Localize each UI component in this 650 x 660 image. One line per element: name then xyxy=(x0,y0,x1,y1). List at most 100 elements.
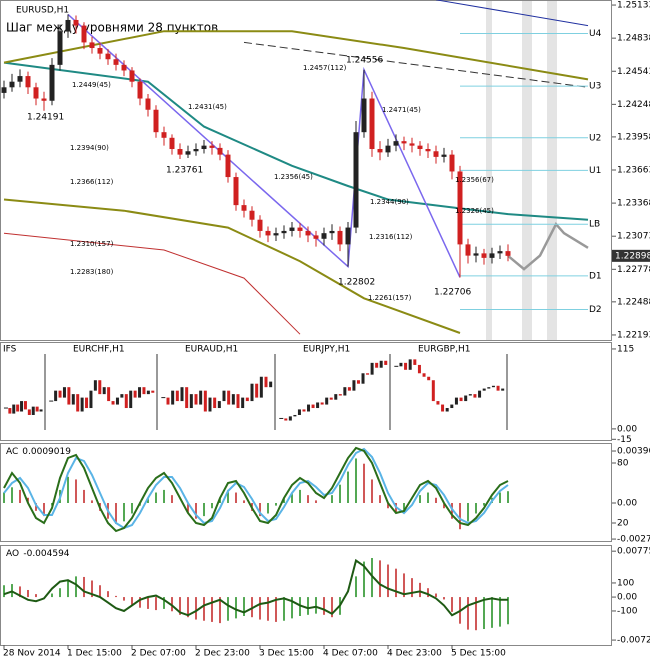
fibo-label: 1.2261(157) xyxy=(368,294,412,302)
current-price: 1.22898 xyxy=(615,251,650,261)
x-tick-label: 5 Dec 15:00 xyxy=(451,649,506,659)
mini-candle xyxy=(227,390,231,405)
mini-candle xyxy=(208,397,212,412)
x-tick-label: 4 Dec 23:00 xyxy=(387,649,442,659)
candle-body xyxy=(393,141,399,146)
candle-body xyxy=(113,59,119,65)
extremum-label: 1.22802 xyxy=(338,278,375,288)
candle-body xyxy=(505,251,511,256)
indicator-name: AO xyxy=(6,549,19,559)
mini-candle xyxy=(329,397,333,400)
candle-body xyxy=(497,251,503,254)
chart-title: EURUSD,H1 xyxy=(16,6,69,16)
candle-body xyxy=(97,48,103,54)
mini-candle xyxy=(217,401,221,409)
mini-candle xyxy=(250,383,254,402)
level-label: D2 xyxy=(589,305,602,315)
mini-candle xyxy=(124,394,128,409)
candle-body xyxy=(409,143,415,146)
candle-body xyxy=(193,149,199,152)
candle-body xyxy=(145,98,151,110)
indicator-line xyxy=(3,61,589,221)
y-tick-label: 1.24543 xyxy=(617,67,650,77)
x-tick-label: 1 Dec 15:00 xyxy=(67,649,122,659)
indicator-line xyxy=(435,0,589,27)
fibo-label: 1.2344(90) xyxy=(370,198,409,206)
chart-subtitle: Шаг между уровнями 28 пунктов xyxy=(6,21,218,35)
mini-candle xyxy=(111,401,115,405)
level-label: U4 xyxy=(589,29,602,39)
candle-body xyxy=(457,171,463,245)
fibo-label: 1.2366(112) xyxy=(70,178,114,186)
candle-body xyxy=(417,145,423,150)
candle-body xyxy=(313,235,319,239)
mini-candle xyxy=(384,360,388,365)
mini-candle xyxy=(245,397,249,402)
candle-body xyxy=(201,145,207,150)
mini-candle xyxy=(35,406,39,412)
level-label: U3 xyxy=(589,82,601,92)
mini-candle xyxy=(194,394,198,405)
panel-frame xyxy=(0,545,612,646)
fibo-label: 1.2431(45) xyxy=(188,103,227,111)
mini-candle xyxy=(422,373,426,377)
candle-body xyxy=(473,253,479,256)
mini-candle xyxy=(27,409,31,415)
y-tick-label: 0.00 xyxy=(617,593,637,603)
candle-body xyxy=(289,227,295,231)
level-label: U1 xyxy=(589,166,601,176)
candle-body xyxy=(65,19,71,32)
candle-body xyxy=(385,145,391,153)
y-tick-label: -15 xyxy=(617,435,632,445)
mini-candle xyxy=(23,401,27,410)
x-tick-label: 3 Dec 15:00 xyxy=(259,649,314,659)
mini-candle xyxy=(325,397,329,405)
mini-candle xyxy=(269,381,273,388)
candle-body xyxy=(137,81,143,99)
candle-body xyxy=(9,81,15,88)
mini-candle xyxy=(487,387,491,389)
y-tick-label: -100 xyxy=(617,606,638,616)
y-tick-label: 115 xyxy=(617,344,634,354)
mini-candle xyxy=(241,397,245,409)
mini-candle xyxy=(356,380,360,384)
fibo-label: 1.2326(45) xyxy=(455,207,494,215)
mini-candle xyxy=(464,395,468,402)
y-tick-label: 0.007757 xyxy=(617,547,650,557)
mini-candle xyxy=(93,380,97,391)
candle-body xyxy=(41,98,47,101)
candle-body xyxy=(257,219,263,231)
mini-candle xyxy=(71,394,75,405)
mini-candle xyxy=(320,402,324,405)
mini-candle xyxy=(89,390,93,409)
mini-candle xyxy=(138,387,142,398)
candle-body xyxy=(209,145,215,148)
candle-body xyxy=(377,149,383,153)
mini-candle xyxy=(375,362,379,368)
indicator-name: AC xyxy=(6,447,18,457)
indicator-line xyxy=(3,198,461,334)
mini-candle xyxy=(413,359,417,365)
symbol-label: EURCHF,H1 xyxy=(73,345,125,355)
y-tick-label: -0.007268 xyxy=(617,636,650,646)
mini-candle xyxy=(20,401,24,412)
mini-candle xyxy=(454,397,458,405)
mini-candle xyxy=(417,364,421,374)
candle-body xyxy=(49,64,55,101)
x-tick-label: 28 Nov 2014 xyxy=(3,649,61,659)
mini-candle xyxy=(264,376,268,388)
mini-candle xyxy=(102,387,106,395)
fibo-label: 1.2394(90) xyxy=(70,144,109,152)
mini-candle xyxy=(334,394,338,400)
mini-candle xyxy=(482,388,486,391)
mini-candle xyxy=(297,409,301,415)
price-tag xyxy=(612,249,650,262)
candle-body xyxy=(233,177,239,206)
candle-body xyxy=(73,19,79,26)
mini-candle xyxy=(366,373,370,375)
candle-body xyxy=(273,233,279,236)
y-tick-label: 0.003968 xyxy=(617,447,650,457)
mini-candle xyxy=(120,394,124,398)
mini-candle xyxy=(171,390,175,405)
